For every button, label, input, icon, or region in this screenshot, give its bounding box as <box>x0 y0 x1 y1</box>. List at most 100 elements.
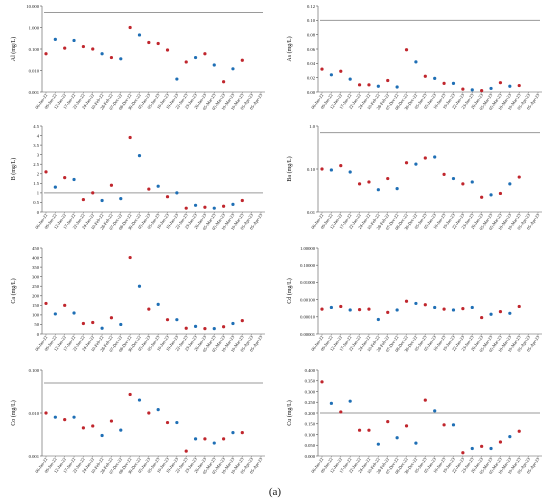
y-tick-label: 1 <box>37 191 40 196</box>
data-point <box>109 419 114 423</box>
data-point <box>423 156 427 160</box>
data-point <box>165 420 170 425</box>
data-point <box>517 83 521 88</box>
data-point <box>386 176 390 181</box>
data-point <box>433 305 437 310</box>
data-point <box>231 321 235 326</box>
data-point <box>404 424 409 428</box>
data-point <box>320 307 324 311</box>
data-point <box>320 167 324 171</box>
data-point <box>100 198 104 203</box>
data-point <box>517 304 521 309</box>
y-tick-label: 300 <box>32 274 40 279</box>
y-tick-label: 0.00 <box>307 90 316 95</box>
data-point <box>156 41 160 46</box>
data-point <box>119 197 123 201</box>
chart-cu: 0.000 0.050 0.100 0.150 0.200 0.250 0.300 0.350… <box>286 368 542 475</box>
data-point <box>44 170 48 174</box>
y-tick-label: 50 <box>34 322 39 327</box>
data-point <box>128 255 132 260</box>
data-point <box>184 449 188 453</box>
y-tick-label: 0.01000 <box>300 280 316 285</box>
y-tick-label: 2 <box>37 172 40 177</box>
y-tick-label: 0.01 <box>307 210 316 215</box>
data-point <box>461 87 465 91</box>
y-tick-label: 1.00000 <box>300 246 316 251</box>
data-point <box>128 135 132 140</box>
data-point <box>175 77 179 81</box>
data-point <box>63 176 67 180</box>
data-point <box>423 303 427 307</box>
data-point <box>489 312 493 316</box>
data-point <box>212 206 216 210</box>
data-point <box>222 325 226 329</box>
y-tick-label: 0.000 <box>305 454 316 459</box>
y-tick-label: 0.02 <box>307 75 316 80</box>
data-point <box>508 84 512 88</box>
data-point <box>137 154 142 158</box>
data-point <box>100 433 104 438</box>
data-point <box>156 407 160 412</box>
y-axis-title: Ba (mg/L) <box>286 156 293 181</box>
y-tick-label: 0.08 <box>307 32 316 37</box>
data-point <box>91 191 95 195</box>
y-tick-label: 0.00100 <box>300 297 316 302</box>
y-tick-label: 0.250 <box>305 400 316 405</box>
data-point <box>53 185 57 189</box>
data-point <box>348 170 352 174</box>
y-tick-label: 0.050 <box>305 443 316 448</box>
y-axis-title: Co (mg/L) <box>10 400 17 426</box>
data-point <box>433 76 437 80</box>
chart-ba: 0.010.101.0Ba (mg/L)06-Jan-2209-Jan-2212… <box>286 124 542 231</box>
data-point <box>137 33 142 37</box>
data-point <box>81 44 85 49</box>
data-point <box>231 431 235 435</box>
y-axis-title: Al (mg/L) <box>10 37 17 62</box>
data-point <box>470 305 474 310</box>
data-point <box>348 77 352 81</box>
data-point <box>451 423 456 427</box>
data-point <box>72 311 76 315</box>
data-point <box>339 163 343 168</box>
data-point <box>128 25 132 30</box>
data-point <box>156 302 160 306</box>
data-point <box>222 204 226 208</box>
data-point <box>395 436 399 440</box>
data-point <box>329 305 333 310</box>
data-point <box>203 52 207 56</box>
data-point <box>348 308 352 312</box>
data-point <box>63 303 67 307</box>
data-point <box>63 418 67 422</box>
y-axis-title: As (mg/L) <box>286 36 293 61</box>
y-tick-label: 0.06 <box>307 47 316 52</box>
data-point <box>461 306 465 311</box>
y-tick-label: 0.12 <box>307 4 316 9</box>
y-tick-label: 0.300 <box>305 389 316 394</box>
data-point <box>212 327 216 331</box>
data-point <box>203 205 207 209</box>
data-point <box>404 299 409 303</box>
data-point <box>72 177 76 182</box>
y-tick-label: 0 <box>37 210 40 215</box>
y-tick-label: 0.00001 <box>300 332 316 337</box>
data-point <box>480 195 484 199</box>
data-point <box>72 38 76 43</box>
data-point <box>193 55 198 60</box>
data-point <box>517 429 521 433</box>
data-point <box>165 48 170 52</box>
y-tick-label: 0.10 <box>307 167 316 172</box>
data-point <box>414 441 418 445</box>
y-tick-label: 400 <box>32 255 40 260</box>
data-point <box>367 180 371 184</box>
data-point <box>72 415 76 419</box>
y-tick-label: 1.5 <box>33 181 39 186</box>
data-point <box>423 398 427 402</box>
y-tick-label: 3.5 <box>33 143 39 148</box>
data-point <box>357 83 362 87</box>
data-point <box>184 326 188 330</box>
data-point <box>395 308 399 312</box>
data-point <box>367 428 371 432</box>
data-point <box>231 202 235 206</box>
data-point <box>175 191 179 195</box>
data-point <box>470 180 474 184</box>
